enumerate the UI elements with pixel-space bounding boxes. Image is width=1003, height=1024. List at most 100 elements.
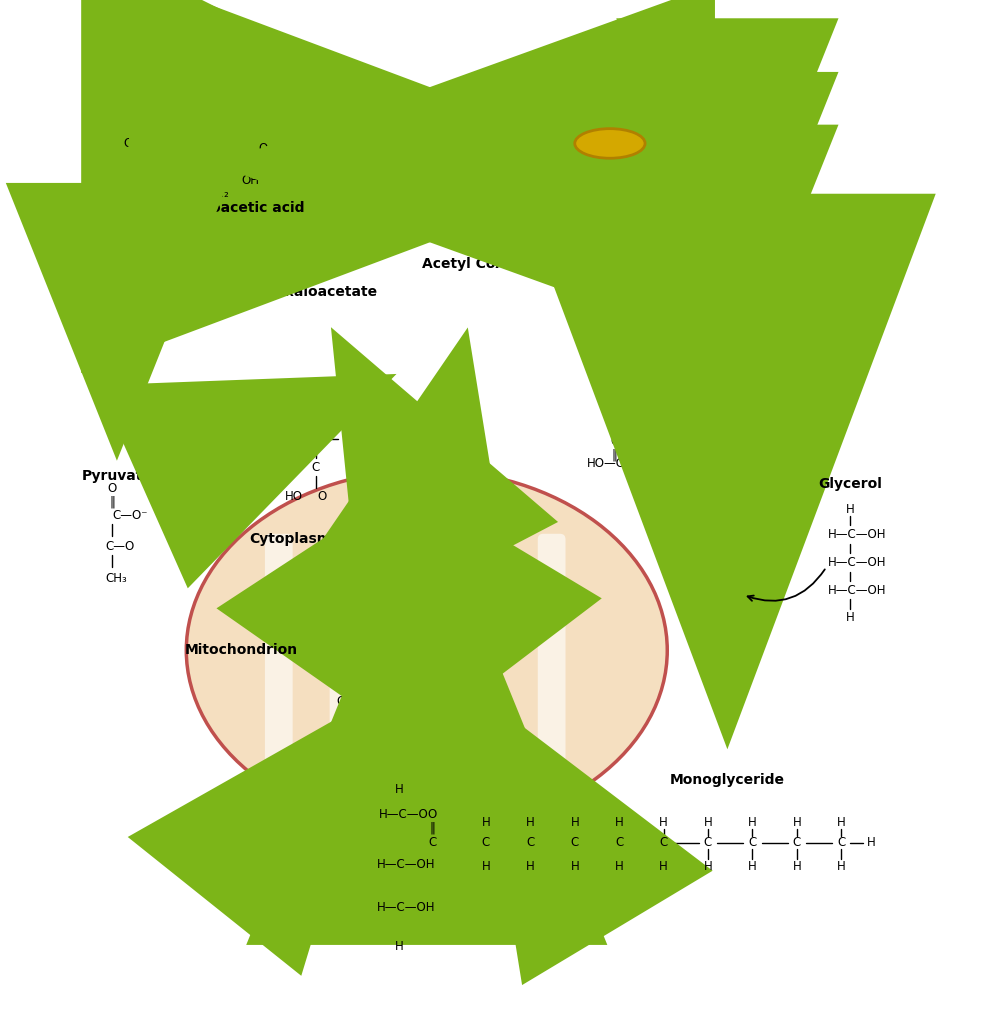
Text: Malonyl CoA: Malonyl CoA bbox=[678, 231, 775, 246]
Text: C: C bbox=[293, 599, 301, 612]
Text: O: O bbox=[258, 142, 268, 156]
Text: H: H bbox=[747, 860, 756, 873]
Text: H: H bbox=[791, 860, 800, 873]
Text: H: H bbox=[526, 816, 535, 828]
Text: H: H bbox=[659, 816, 667, 828]
Text: C: C bbox=[722, 145, 731, 159]
Text: C: C bbox=[706, 457, 714, 470]
Text: C: C bbox=[427, 606, 436, 618]
Text: C: C bbox=[444, 612, 452, 626]
Text: H: H bbox=[703, 860, 711, 873]
Text: H—C—OH: H—C—OH bbox=[827, 584, 886, 597]
Text: H: H bbox=[703, 816, 711, 828]
Text: ‖: ‖ bbox=[248, 420, 254, 433]
Text: Oxaloacetic acid: Oxaloacetic acid bbox=[176, 201, 304, 215]
Text: C: C bbox=[357, 635, 366, 647]
Text: O: O bbox=[317, 490, 327, 503]
Text: C: C bbox=[643, 457, 651, 470]
Text: C: C bbox=[345, 433, 353, 445]
Text: O: O bbox=[444, 585, 453, 598]
Text: +: + bbox=[760, 457, 770, 470]
Text: H: H bbox=[706, 483, 714, 496]
Text: C—O⁻: C—O⁻ bbox=[112, 509, 147, 522]
FancyBboxPatch shape bbox=[265, 534, 292, 767]
Text: H: H bbox=[394, 782, 403, 796]
Text: H: H bbox=[322, 635, 331, 647]
Text: H: H bbox=[706, 436, 714, 450]
Text: O: O bbox=[427, 808, 436, 820]
Text: ‖: ‖ bbox=[86, 306, 92, 319]
Text: C: C bbox=[791, 837, 800, 849]
Text: ‖: ‖ bbox=[130, 365, 136, 378]
Text: C: C bbox=[392, 606, 401, 618]
Text: H: H bbox=[481, 860, 489, 873]
Text: H: H bbox=[747, 816, 756, 828]
Text: CH₃: CH₃ bbox=[105, 571, 127, 585]
Text: Oxaloacetate: Oxaloacetate bbox=[301, 799, 404, 813]
Text: COO⁻: COO⁻ bbox=[308, 263, 341, 275]
Text: H: H bbox=[674, 483, 683, 496]
Text: O: O bbox=[364, 663, 374, 675]
Text: C: C bbox=[215, 159, 223, 171]
Text: H—C—OH: H—C—OH bbox=[827, 556, 886, 569]
Text: CH₂: CH₂ bbox=[109, 348, 131, 360]
Text: OH: OH bbox=[263, 616, 281, 629]
Text: HO: HO bbox=[330, 663, 348, 675]
Text: ‖: ‖ bbox=[429, 821, 435, 835]
Text: Acetyl CoA: Acetyl CoA bbox=[476, 773, 561, 786]
Text: OH: OH bbox=[122, 137, 140, 150]
Text: O: O bbox=[160, 292, 170, 305]
Text: C: C bbox=[526, 837, 534, 849]
Text: ‖: ‖ bbox=[197, 156, 203, 168]
Text: ‖: ‖ bbox=[394, 424, 400, 436]
Text: C: C bbox=[570, 837, 579, 849]
Text: C: C bbox=[116, 318, 124, 331]
Text: ADP: ADP bbox=[567, 128, 591, 140]
Text: ‖: ‖ bbox=[109, 496, 115, 509]
Text: C: C bbox=[659, 837, 667, 849]
Text: H: H bbox=[526, 860, 535, 873]
Text: C—O: C—O bbox=[105, 541, 135, 553]
Text: C: C bbox=[85, 318, 93, 331]
Text: R: R bbox=[735, 457, 743, 470]
Text: HO: HO bbox=[215, 433, 233, 445]
Text: O: O bbox=[477, 713, 486, 726]
Text: H: H bbox=[344, 461, 353, 474]
Text: H: H bbox=[846, 611, 854, 625]
Text: PO₄⁻³: PO₄⁻³ bbox=[592, 137, 627, 150]
Text: ‖: ‖ bbox=[296, 585, 302, 598]
Text: H: H bbox=[614, 816, 623, 828]
FancyBboxPatch shape bbox=[538, 534, 565, 767]
Text: CH₃—C—S—CoA: CH₃—C—S—CoA bbox=[435, 745, 532, 759]
Text: ‖: ‖ bbox=[480, 729, 486, 742]
Text: C: C bbox=[690, 145, 698, 159]
Text: OH: OH bbox=[241, 174, 259, 187]
Text: H—C—OH: H—C—OH bbox=[827, 528, 886, 542]
Text: Acetyl CoA: Acetyl CoA bbox=[421, 257, 506, 270]
Text: H—C—OH: H—C—OH bbox=[376, 858, 435, 871]
Text: Cytoplasm: Cytoplasm bbox=[249, 532, 331, 547]
Text: O: O bbox=[246, 406, 256, 418]
Text: S—CoA: S—CoA bbox=[771, 195, 813, 207]
Text: C: C bbox=[837, 837, 845, 849]
Text: COO⁻: COO⁻ bbox=[336, 776, 369, 790]
Text: Citric acid: Citric acid bbox=[369, 505, 447, 518]
Text: ‖: ‖ bbox=[451, 215, 457, 227]
Text: O: O bbox=[699, 193, 708, 206]
Text: H: H bbox=[614, 860, 623, 873]
Text: + H⁺: + H⁺ bbox=[838, 195, 866, 207]
Text: C: C bbox=[357, 606, 366, 618]
Text: O=C: O=C bbox=[312, 206, 339, 219]
Text: C: C bbox=[278, 433, 286, 445]
Text: O: O bbox=[107, 482, 116, 495]
Text: C: C bbox=[722, 207, 731, 220]
Text: C: C bbox=[116, 378, 124, 391]
Text: O: O bbox=[131, 148, 140, 162]
Text: OH: OH bbox=[456, 606, 473, 618]
Text: HO—C: HO—C bbox=[586, 457, 624, 470]
Text: C: C bbox=[427, 837, 436, 849]
Text: H: H bbox=[481, 816, 489, 828]
Text: H: H bbox=[643, 483, 652, 496]
Text: H: H bbox=[659, 860, 667, 873]
Text: O: O bbox=[609, 435, 619, 447]
